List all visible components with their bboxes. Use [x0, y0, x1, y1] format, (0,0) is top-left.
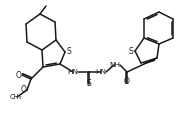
Text: O: O	[16, 71, 22, 80]
Text: S: S	[67, 47, 71, 56]
Text: NH: NH	[109, 62, 121, 68]
Text: O: O	[124, 77, 130, 86]
Text: S: S	[129, 46, 133, 56]
Text: HN: HN	[95, 69, 107, 75]
Text: O: O	[21, 86, 27, 95]
Text: CH₃: CH₃	[10, 94, 22, 100]
Text: S: S	[87, 78, 91, 87]
Text: HN: HN	[68, 69, 79, 75]
